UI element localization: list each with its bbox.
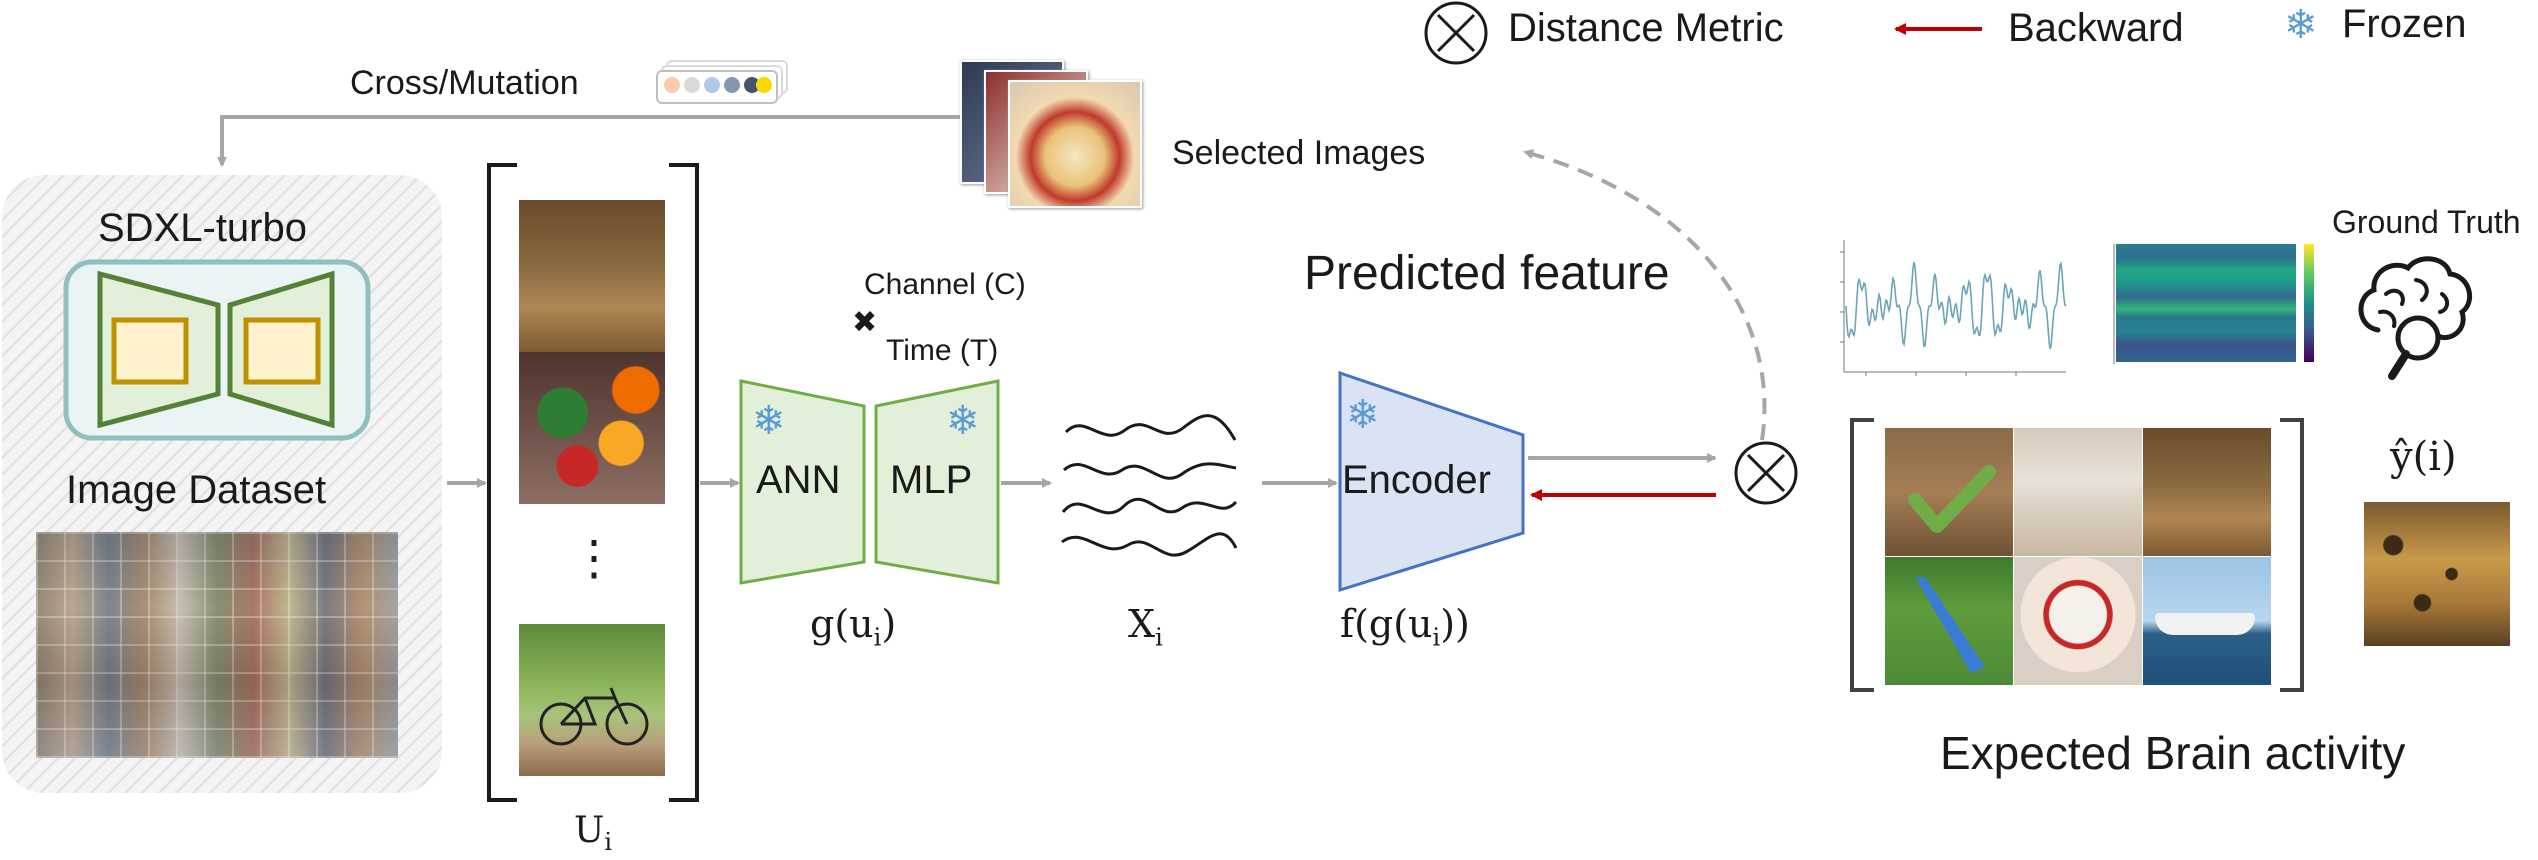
brain-stimulus-image <box>1885 557 2013 685</box>
legend-backward-label: Backward <box>2008 6 2184 50</box>
brain-stimulus-image <box>2014 428 2142 556</box>
encoder-block <box>1338 370 1525 593</box>
sdxl-latent-square-right <box>243 317 321 385</box>
check-icon <box>1908 465 1996 533</box>
bicycle-sketch <box>539 687 649 746</box>
signal-wave <box>1061 532 1238 557</box>
selected-image-thumbnail <box>1008 80 1142 208</box>
signal-waves <box>1061 414 1238 557</box>
sdxl-turbo-label: SDXL-turbo <box>98 206 307 250</box>
ann-block <box>739 379 866 585</box>
mlp-label: MLP <box>890 458 973 502</box>
distance-metric-icon <box>1734 441 1798 505</box>
cross-mutation-label: Cross/Mutation <box>350 64 579 102</box>
signal-wave <box>1064 414 1237 441</box>
mlp-block <box>874 379 1000 585</box>
brain-stimulus-image <box>2014 557 2142 685</box>
eeg-signal-line <box>1845 261 2067 350</box>
spectrogram-heatmap <box>2116 244 2296 362</box>
predicted-image-leopard <box>2364 502 2510 646</box>
sdxl-latent-square-left <box>111 317 189 385</box>
brain-stimulus-image <box>2143 428 2271 556</box>
spectrogram-colorbar <box>2304 244 2314 362</box>
candidate-image-fruits <box>519 352 665 504</box>
brain-stimulus-image <box>1885 428 2013 556</box>
cross-mutation-arrow <box>217 115 960 167</box>
snowflake-icon: ❄ <box>2284 3 2318 47</box>
more-images-ellipsis: ⋮ <box>570 532 618 585</box>
eeg-spectrogram <box>2113 244 2314 364</box>
snowflake-icon: ❄ <box>946 399 980 443</box>
brain-bracket-left <box>1850 418 1874 692</box>
selection-dashed-arrow <box>1523 149 1767 441</box>
signal-wave <box>1062 462 1237 480</box>
time-label: Time (T) <box>886 334 999 367</box>
legend-distance-metric-label: Distance Metric <box>1508 6 1784 50</box>
encoder-label: Encoder <box>1342 458 1491 502</box>
y-hat-label: ŷ(i) <box>2390 434 2457 480</box>
g-u-i-label: g(ui) <box>810 602 897 652</box>
snowflake-icon: ❄ <box>752 399 786 443</box>
candidate-image-antelope <box>519 200 665 352</box>
predicted-feature-label: Predicted feature <box>1304 247 1670 300</box>
selected-images-label: Selected Images <box>1172 134 1426 172</box>
x-i-label: Xi <box>1128 602 1163 652</box>
brain-stimulus-image <box>2143 557 2271 685</box>
eeg-timeseries-plot <box>1826 232 2076 382</box>
ann-label: ANN <box>756 458 841 502</box>
u-bracket-left <box>487 163 517 802</box>
legend-frozen-label: Frozen <box>2342 2 2467 46</box>
distance-metric-icon <box>1424 1 1488 65</box>
magnifier-icon <box>2388 315 2441 380</box>
brain-bracket-right <box>2280 418 2304 692</box>
signal-wave <box>1061 497 1238 515</box>
expected-brain-activity-label: Expected Brain activity <box>1940 727 2406 779</box>
candidate-image-bicycle <box>519 624 665 776</box>
brain-icon <box>2358 256 2473 380</box>
snowflake-icon: ❄ <box>1346 393 1380 437</box>
u-i-label: Ui <box>574 810 613 857</box>
u-bracket-right <box>669 163 699 802</box>
slide-sketch <box>1915 577 1985 673</box>
color-palette-icon <box>656 60 788 104</box>
times-mark: ✖ <box>852 306 878 339</box>
f-g-u-i-label: f(g(ui)) <box>1340 602 1470 652</box>
ground-truth-label: Ground Truth <box>2332 204 2521 240</box>
image-dataset-mosaic <box>36 532 398 758</box>
image-dataset-label: Image Dataset <box>66 468 327 512</box>
channel-label: Channel (C) <box>864 268 1026 301</box>
